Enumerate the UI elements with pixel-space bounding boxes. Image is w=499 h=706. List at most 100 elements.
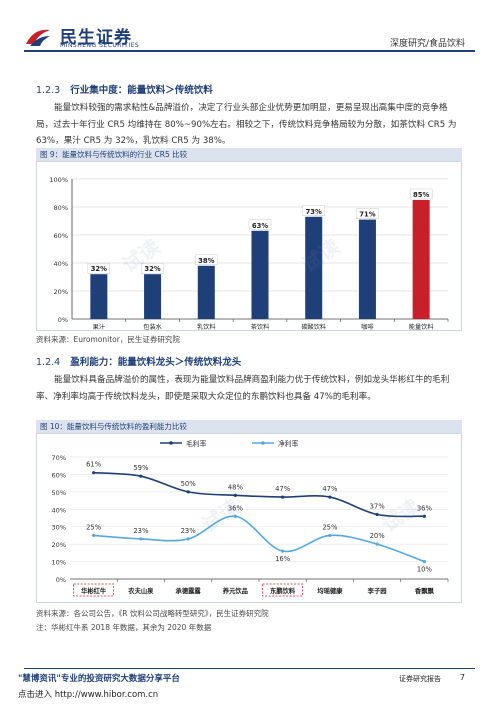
data-label: 25% <box>86 523 102 531</box>
y-tick-label: 50% <box>52 489 66 497</box>
bar <box>358 219 376 319</box>
legend-marker <box>169 441 173 445</box>
data-label: 73% <box>306 208 322 216</box>
x-tick-label: 承德露露 <box>176 586 202 595</box>
data-label: 61% <box>86 461 102 469</box>
x-tick-label: 茶饮料 <box>251 323 270 331</box>
footer-report-type: 证券研究报告 <box>399 675 441 683</box>
section-number: 1.2.4 <box>36 357 61 368</box>
data-point <box>92 533 96 538</box>
cr5-bar-chart: 0% 20% 40% 60% 80% 100% 32% 果汁 32% 包装水 38% 乳饮料 63% 茶饮… <box>49 176 449 331</box>
figure-10-title: 图 10：能量饮料与传统饮料的盈利能力比较 <box>36 420 462 433</box>
x-tick-label: 东鹏饮料 <box>270 586 296 595</box>
data-label: 47% <box>322 485 338 493</box>
bar <box>90 274 108 319</box>
highlight-box <box>73 583 115 597</box>
paragraph-profitability: 能量饮料具备品牌溢价的属性，表现为能量饮料品牌商盈利能力优于传统饮料，例如龙头华… <box>36 375 450 402</box>
section-heading-profitability: 1.2.4 盈利能力：能量饮料龙头＞传统饮料龙头 <box>36 354 241 368</box>
data-point <box>375 512 379 517</box>
data-label: 36% <box>228 504 244 512</box>
data-label: 10% <box>417 566 433 574</box>
y-tick-label: 40% <box>52 506 66 514</box>
data-point <box>328 495 332 499</box>
data-label-box <box>87 262 111 274</box>
logo-text-en: MINSHENG SECURITIES <box>60 42 140 49</box>
legend-label: 毛利率 <box>186 439 207 448</box>
data-label: 32% <box>144 265 160 273</box>
data-label-box <box>195 254 218 266</box>
footer-divider <box>24 668 475 669</box>
y-tick-label: 0% <box>58 316 68 324</box>
y-tick-label: 30% <box>52 524 66 532</box>
data-label-box <box>409 188 433 200</box>
section-number: 1.2.3 <box>36 85 61 96</box>
logo-text: 民生证券 <box>60 28 132 48</box>
page-number: 7 <box>459 673 465 682</box>
y-tick-label: 20% <box>54 288 68 296</box>
series-line <box>93 515 425 563</box>
figure-9-title: 图 9：能量饮料与传统饮料的行业 CR5 比较 <box>36 148 462 161</box>
data-label-box <box>248 219 272 230</box>
data-label: 16% <box>275 555 291 563</box>
data-point <box>186 537 190 541</box>
x-tick-label: 香飘飘 <box>414 586 435 595</box>
bar <box>305 216 323 319</box>
y-tick-label: 40% <box>54 260 68 268</box>
bar <box>144 274 162 319</box>
data-label: 50% <box>181 480 197 488</box>
highlight-box <box>262 583 304 597</box>
data-point <box>328 533 332 538</box>
figure-10-note: 注：华彬红牛系 2018 年数据，其余为 2020 年数据 <box>36 623 212 632</box>
data-label-box <box>356 208 379 219</box>
x-tick-label: 包装水 <box>143 323 162 331</box>
y-tick-label: 80% <box>54 204 68 212</box>
data-point <box>92 471 96 475</box>
logo-icon <box>26 29 50 46</box>
data-point <box>422 514 426 518</box>
y-tick-label: 0% <box>56 576 66 584</box>
x-tick-label: 均瑶健康 <box>317 586 343 595</box>
data-point <box>281 495 285 499</box>
y-tick-label: 100% <box>49 176 68 184</box>
bar <box>251 230 269 319</box>
series-line <box>93 471 425 518</box>
data-label: 37% <box>370 503 386 511</box>
data-label: 63% <box>252 222 268 230</box>
figure-10-frame <box>36 433 462 603</box>
x-tick-label: 华彬红牛 <box>81 586 107 595</box>
legend-marker <box>261 441 265 445</box>
section-heading-concentration: 1.2.3 行业集中度：能量饮料＞传统饮料 <box>36 82 213 96</box>
paragraph-concentration: 能量饮料较强的需求粘性&品牌溢价，决定了行业头部企业优势更加明显，更易呈现出高集… <box>36 103 457 146</box>
y-tick-label: 60% <box>54 232 68 240</box>
data-label: 47% <box>275 485 291 493</box>
figure-9-source: 资料来源：Euromonitor，民生证券研究院 <box>36 335 180 344</box>
data-label: 38% <box>198 257 214 265</box>
bar <box>412 200 430 319</box>
footer-brand: "慧博资讯"专业的投资研究大数据分享平台 <box>18 674 180 684</box>
data-point <box>281 549 285 553</box>
y-tick-label: 10% <box>52 559 66 567</box>
x-tick-label: 碳酸饮料 <box>301 323 326 331</box>
data-label: 48% <box>228 483 244 491</box>
x-tick-label: 能量饮料 <box>409 323 434 331</box>
x-tick-label: 养元饮品 <box>223 586 248 595</box>
y-tick-label: 20% <box>52 541 66 549</box>
y-tick-label: 70% <box>52 454 66 462</box>
section-title: 盈利能力：能量饮料龙头＞传统饮料龙头 <box>70 357 242 368</box>
data-point <box>375 542 379 546</box>
header-divider <box>24 50 475 52</box>
section-title: 行业集中度：能量饮料＞传统饮料 <box>70 85 213 96</box>
data-label: 36% <box>417 504 433 512</box>
x-tick-label: 果汁 <box>93 323 105 331</box>
data-label-box <box>141 262 164 274</box>
x-tick-label: 李子园 <box>367 586 387 595</box>
data-point <box>233 493 237 497</box>
data-label: 32% <box>91 265 107 273</box>
bar <box>197 265 215 319</box>
report-category: 深度研究/食品饮料 <box>389 39 465 49</box>
margin-line-chart: 0% 10% 20% 30% 40% 50% 60% 70% 毛利率 净利率 61% 59% 50% 48… <box>52 439 449 597</box>
y-tick-label: 60% <box>52 471 66 479</box>
footer-link[interactable]: 点击进入 http://www.hibor.com.cn <box>18 690 159 700</box>
x-tick-label: 乳饮料 <box>197 323 216 331</box>
data-label: 59% <box>133 464 149 472</box>
